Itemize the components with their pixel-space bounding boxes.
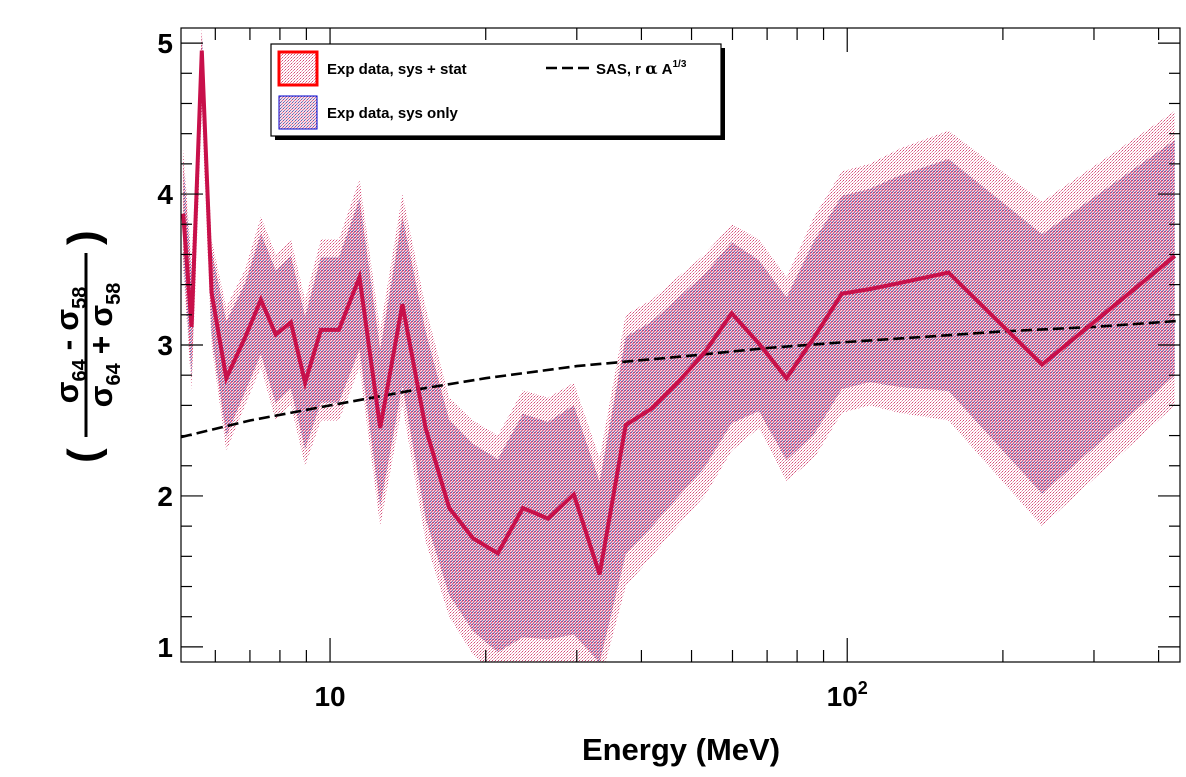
x-axis-title: Energy (MeV): [582, 732, 780, 767]
legend-label-sys-only: Exp data, sys only: [327, 105, 459, 122]
legend-sas-sup: 1/3: [673, 59, 687, 70]
y-tick-label: 3: [157, 330, 173, 361]
num-sigma-a: σ: [49, 381, 85, 403]
x-tick-label: 10: [314, 681, 345, 712]
series-lines: [181, 50, 1180, 576]
den-operator: +: [83, 327, 119, 363]
y-tick-label: 1: [157, 632, 173, 663]
legend-label-sas: SAS, r α A1/3: [596, 59, 687, 78]
y-axis-denominator: σ64 + σ58: [83, 283, 125, 408]
y-axis-paren-left: (: [59, 448, 108, 463]
num-sigma-b: σ: [49, 309, 85, 331]
legend: Exp data, sys + stat Exp data, sys only …: [270, 43, 725, 140]
y-tick-label: 4: [157, 179, 173, 210]
legend-box: [270, 43, 722, 137]
den-sigma-b: σ: [83, 305, 119, 327]
y-axis-numerator: σ64 - σ58: [49, 287, 91, 404]
axes: 1 2 3 4 5 10 102: [157, 28, 1180, 712]
den-sigma-a: σ: [83, 385, 119, 407]
num-operator: -: [49, 331, 85, 359]
y-tick-label: 5: [157, 28, 173, 59]
legend-sas-alpha: α: [645, 59, 657, 78]
legend-sas-text: SAS, r: [596, 61, 645, 78]
y-axis-paren-right: ): [59, 230, 108, 245]
legend-label-sys-stat: Exp data, sys + stat: [327, 61, 467, 78]
uncertainty-bands: [183, 28, 1175, 662]
series-line-sas: [181, 319, 1180, 439]
band-sys-only: [183, 32, 1175, 662]
y-axis-title: ( σ64 - σ58 σ64 + σ58 ): [49, 230, 125, 463]
den-sub-b: 58: [103, 283, 125, 305]
legend-swatch-sys-only: [278, 95, 318, 130]
legend-swatch-sys-stat: [277, 50, 319, 87]
y-tick-label: 2: [157, 481, 173, 512]
den-sub-a: 64: [103, 362, 125, 385]
legend-sas-text-end: A: [658, 61, 673, 78]
x-tick-label: 102: [827, 678, 868, 712]
